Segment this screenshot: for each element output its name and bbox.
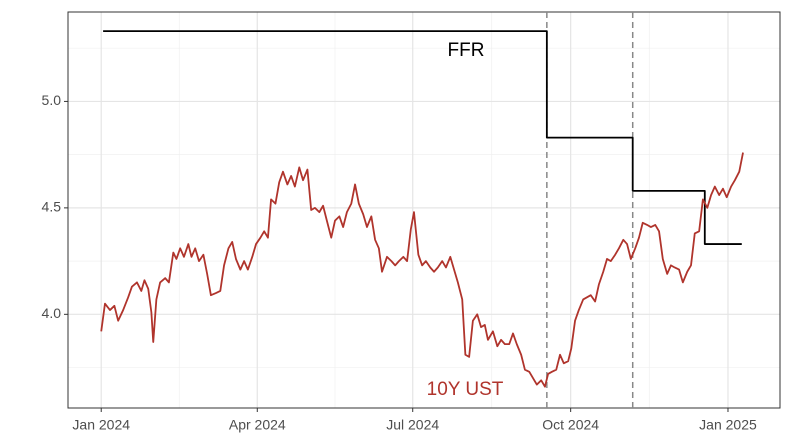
y-tick-label: 4.0 bbox=[42, 305, 62, 321]
y-tick-label: 5.0 bbox=[42, 92, 62, 108]
x-tick-label: Oct 2024 bbox=[542, 417, 599, 433]
y-tick-label: 4.5 bbox=[42, 199, 62, 215]
series-label: FFR bbox=[448, 40, 485, 61]
x-tick-label: Jan 2025 bbox=[699, 417, 757, 433]
line-series bbox=[100, 152, 744, 388]
line-series bbox=[103, 30, 742, 245]
x-tick-label: Jan 2024 bbox=[72, 417, 130, 433]
x-tick-label: Jul 2024 bbox=[386, 417, 439, 433]
x-tick-label: Apr 2024 bbox=[229, 417, 286, 433]
series-label: 10Y UST bbox=[427, 379, 504, 400]
panel-border bbox=[67, 11, 781, 409]
